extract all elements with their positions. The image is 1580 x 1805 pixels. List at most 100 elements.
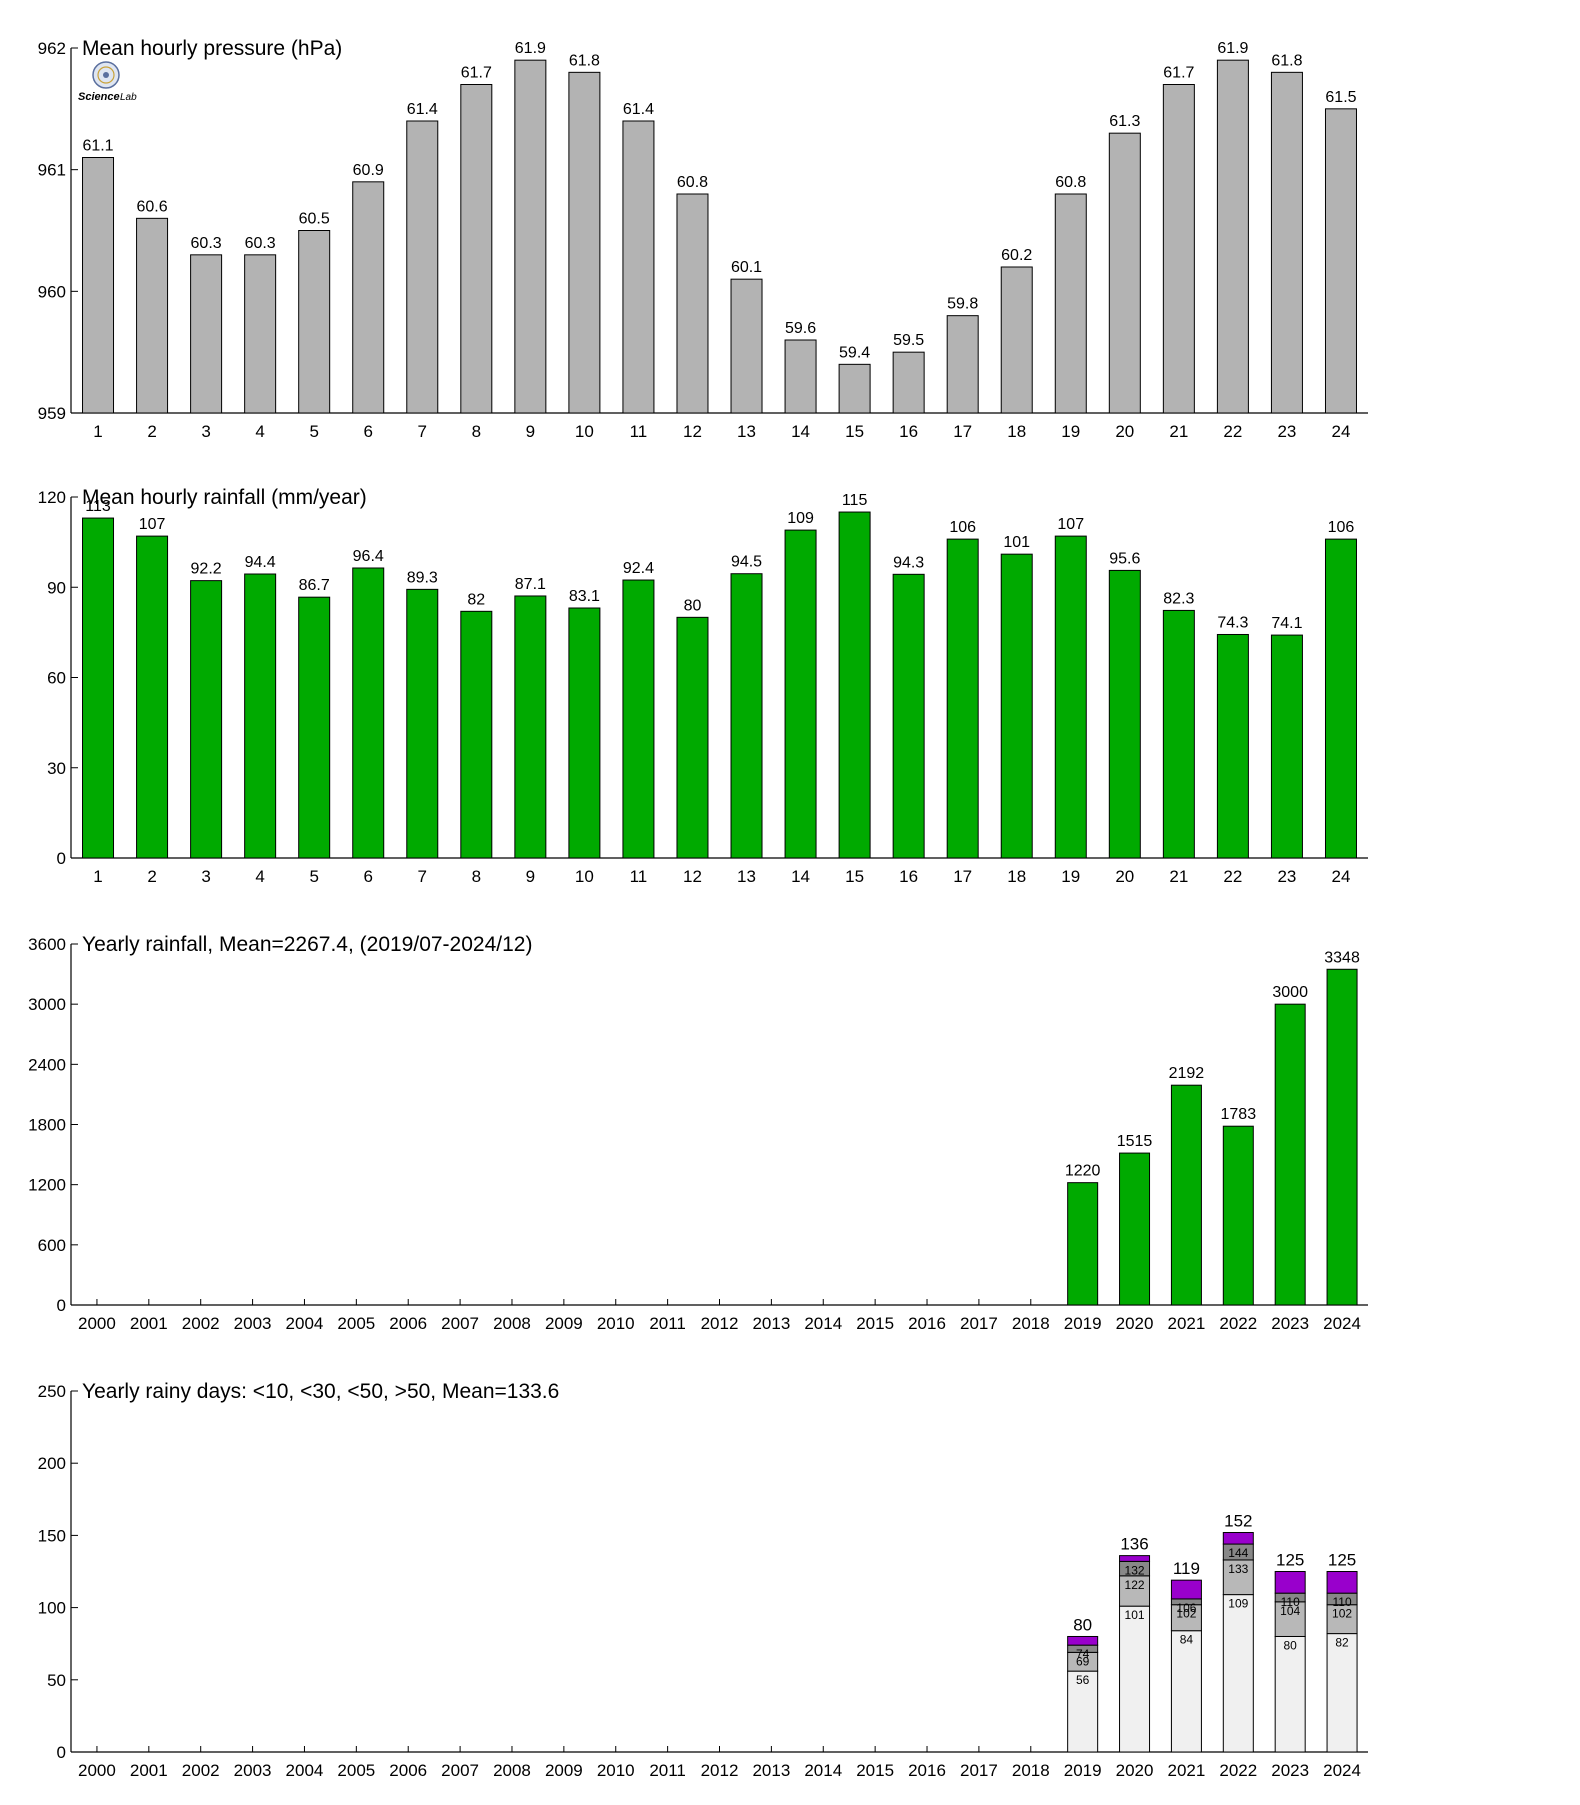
segment-label: 102 xyxy=(1332,1607,1352,1621)
stack-segment-4 xyxy=(1326,1571,1358,1594)
x-tick-label: 2011 xyxy=(649,1761,686,1780)
stack-segment-1 xyxy=(1119,1605,1151,1753)
x-tick-label: 2020 xyxy=(1116,1761,1154,1780)
x-tick-label: 9 xyxy=(526,867,535,886)
x-tick-label: 21 xyxy=(1169,422,1188,441)
bar xyxy=(1162,609,1195,859)
data-label: 3348 xyxy=(1324,949,1360,966)
x-tick-label: 2014 xyxy=(804,1314,842,1333)
x-tick-label: 14 xyxy=(791,867,810,886)
data-label: 61.8 xyxy=(1271,52,1302,69)
segment-label: 80 xyxy=(1284,1638,1298,1652)
segment-label: 132 xyxy=(1125,1563,1145,1577)
data-label: 92.4 xyxy=(623,560,654,577)
x-tick-label: 2004 xyxy=(286,1761,324,1780)
x-tick-label: 13 xyxy=(737,422,756,441)
bar xyxy=(244,573,277,859)
bar xyxy=(946,538,979,859)
x-tick-label: 6 xyxy=(363,422,372,441)
bar xyxy=(136,535,169,859)
bar xyxy=(784,339,817,414)
total-label: 136 xyxy=(1120,1535,1148,1554)
bar xyxy=(838,363,871,414)
total-label: 125 xyxy=(1276,1551,1304,1570)
bar xyxy=(190,254,223,414)
x-tick-label: 2007 xyxy=(441,1314,479,1333)
x-tick-label: 2019 xyxy=(1064,1761,1102,1780)
x-tick-label: 2 xyxy=(147,422,156,441)
bar xyxy=(1067,1182,1099,1306)
x-tick-label: 15 xyxy=(845,422,864,441)
x-tick-label: 12 xyxy=(683,867,702,886)
bar xyxy=(1216,59,1249,414)
x-tick-label: 14 xyxy=(791,422,810,441)
chart-panel-2: Mean hourly rainfall (mm/year)0306090120… xyxy=(38,486,1368,886)
x-tick-label: 15 xyxy=(845,867,864,886)
x-tick-label: 2015 xyxy=(856,1314,894,1333)
segment-label: 110 xyxy=(1332,1595,1351,1609)
x-tick-label: 22 xyxy=(1223,422,1242,441)
x-tick-label: 2021 xyxy=(1168,1314,1206,1333)
bar xyxy=(1270,634,1303,859)
stack-segment-1 xyxy=(1067,1670,1099,1753)
y-tick-label: 0 xyxy=(57,1743,66,1762)
x-tick-label: 2014 xyxy=(804,1761,842,1780)
x-tick-label: 22 xyxy=(1223,867,1242,886)
chart-panel-4: Yearly rainy days: <10, <30, <50, >50, M… xyxy=(38,1380,1368,1780)
x-tick-label: 2012 xyxy=(701,1314,739,1333)
x-tick-label: 2003 xyxy=(234,1314,272,1333)
x-tick-label: 20 xyxy=(1115,867,1134,886)
bar xyxy=(406,588,439,859)
x-tick-label: 4 xyxy=(255,867,264,886)
stack-segment-2 xyxy=(1274,1601,1306,1637)
bar xyxy=(136,217,169,414)
data-label: 101 xyxy=(1003,534,1030,551)
data-label: 60.3 xyxy=(191,235,222,252)
data-label: 96.4 xyxy=(353,548,384,565)
x-tick-label: 18 xyxy=(1007,867,1026,886)
x-tick-label: 20 xyxy=(1115,422,1134,441)
bar xyxy=(1324,108,1357,414)
bar xyxy=(1054,193,1087,414)
bar xyxy=(460,610,493,859)
x-tick-label: 2016 xyxy=(908,1314,946,1333)
data-label: 61.8 xyxy=(569,52,600,69)
x-tick-label: 2000 xyxy=(78,1314,116,1333)
data-label: 60.5 xyxy=(299,211,330,228)
data-label: 61.7 xyxy=(1163,65,1194,82)
data-label: 83.1 xyxy=(569,588,600,605)
x-tick-label: 2022 xyxy=(1219,1761,1257,1780)
data-label: 1783 xyxy=(1221,1106,1257,1123)
x-tick-label: 8 xyxy=(472,422,481,441)
data-label: 61.9 xyxy=(1217,40,1248,57)
segment-label: 82 xyxy=(1335,1636,1349,1650)
total-label: 125 xyxy=(1328,1551,1356,1570)
x-tick-label: 2004 xyxy=(286,1314,324,1333)
bar xyxy=(1216,633,1249,859)
segment-label: 104 xyxy=(1280,1604,1300,1618)
segment-label: 133 xyxy=(1228,1562,1248,1576)
segment-label: 110 xyxy=(1281,1595,1300,1609)
x-tick-label: 2001 xyxy=(130,1761,168,1780)
data-label: 60.9 xyxy=(353,162,384,179)
x-tick-label: 4 xyxy=(255,422,264,441)
x-tick-label: 12 xyxy=(683,422,702,441)
stack-segment-4 xyxy=(1222,1532,1254,1545)
data-label: 1220 xyxy=(1065,1163,1101,1180)
x-tick-label: 2010 xyxy=(597,1314,635,1333)
y-tick-label: 1200 xyxy=(28,1176,66,1195)
data-label: 106 xyxy=(1328,519,1355,536)
y-tick-label: 959 xyxy=(38,404,66,423)
x-tick-label: 2007 xyxy=(441,1761,479,1780)
data-label: 82.3 xyxy=(1163,590,1194,607)
x-tick-label: 24 xyxy=(1332,422,1351,441)
x-tick-label: 2024 xyxy=(1323,1314,1361,1333)
y-tick-label: 50 xyxy=(47,1671,66,1690)
x-tick-label: 2024 xyxy=(1323,1761,1361,1780)
data-label: 94.5 xyxy=(731,554,762,571)
data-label: 61.4 xyxy=(407,101,438,118)
x-tick-label: 2020 xyxy=(1116,1314,1154,1333)
x-tick-label: 11 xyxy=(630,422,648,441)
